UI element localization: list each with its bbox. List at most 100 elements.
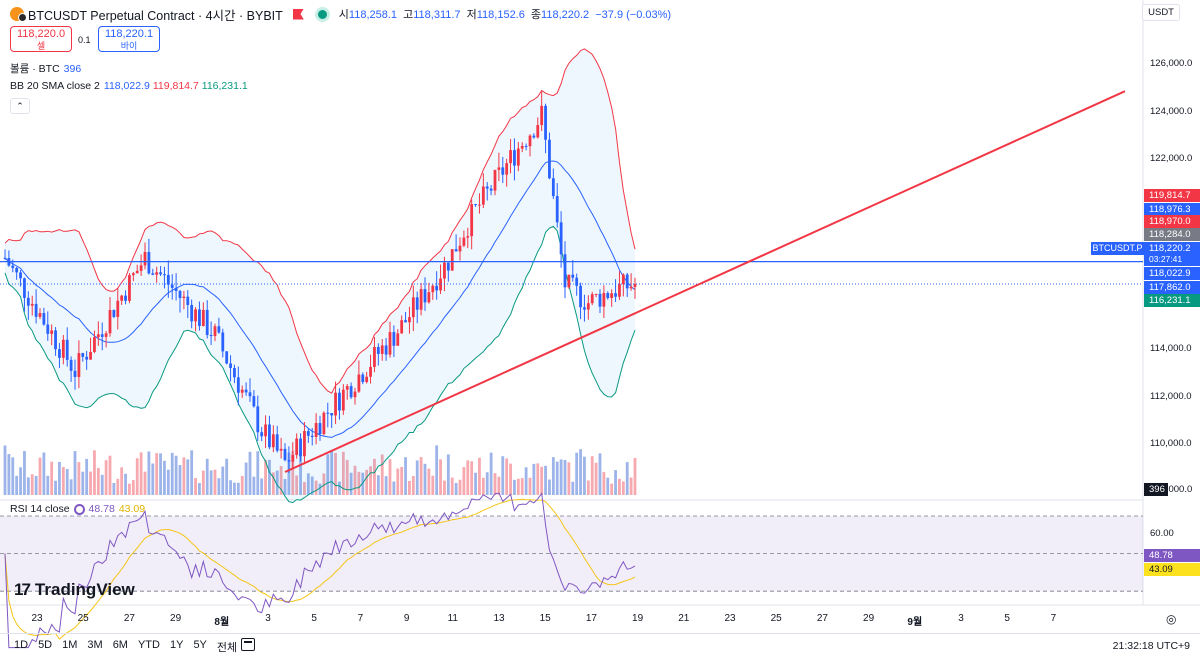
volume-bar	[58, 461, 61, 495]
candle-body	[186, 296, 190, 305]
chart-title[interactable]: BTCUSDT Perpetual Contract · 4시간 · BYBIT	[28, 8, 283, 23]
volume-bar	[555, 461, 559, 495]
bb-legend[interactable]: BB 20 SMA close 2 118,022.9 119,814.7 116,2…	[10, 80, 248, 92]
time-tick: 29	[863, 613, 875, 624]
volume-bar	[396, 468, 400, 495]
range-button-1d[interactable]: 1D	[14, 639, 29, 651]
candle-body	[264, 424, 267, 437]
volume-bar	[303, 481, 306, 495]
time-tick: 7	[1050, 613, 1057, 624]
range-button-전체[interactable]: 전체	[216, 642, 238, 654]
time-tick: 19	[632, 613, 644, 624]
chart-header: BTCUSDT Perpetual Contract · 4시간 · BYBIT…	[10, 5, 671, 23]
volume-bar	[11, 457, 15, 495]
collapse-legend-button[interactable]: ⌃	[10, 98, 30, 114]
price-tag: 118,970.0	[1144, 215, 1200, 228]
sell-button[interactable]: 118,220.0 셀	[10, 26, 72, 52]
volume-bar	[264, 459, 267, 495]
candle-body	[509, 150, 512, 164]
volume-bar	[365, 469, 369, 495]
candle-body	[524, 145, 528, 147]
range-button-3m[interactable]: 3M	[87, 639, 103, 651]
candle-body	[555, 196, 559, 223]
volume-bar	[73, 451, 77, 495]
candle-body	[163, 274, 166, 276]
market-open-icon	[317, 9, 327, 19]
range-button-5y[interactable]: 5Y	[193, 639, 207, 651]
flag-icon[interactable]	[292, 8, 304, 20]
candle-body	[96, 334, 100, 338]
candle-body	[380, 345, 384, 354]
candle-body	[435, 285, 439, 291]
volume-bar	[380, 454, 384, 495]
volume-bar	[583, 456, 586, 495]
volume-bar	[69, 479, 73, 495]
range-selector: 1D 5D 1M 3M 6M YTD 1Y 5Y 전체	[14, 639, 237, 655]
candle-body	[299, 438, 302, 457]
volume-bar	[310, 476, 314, 495]
volume-bar	[248, 451, 252, 495]
rsi-ma-line	[4, 498, 636, 640]
volume-bar	[279, 465, 283, 495]
candle-body	[454, 249, 458, 252]
candle-body	[147, 251, 151, 274]
range-button-6m[interactable]: 6M	[112, 639, 128, 651]
currency-selector[interactable]: USDT	[1142, 4, 1180, 21]
volume-bar	[602, 471, 606, 495]
candle-body	[310, 435, 314, 437]
candle-body	[443, 262, 446, 279]
volume-bar	[361, 472, 365, 495]
candle-body	[392, 332, 396, 346]
range-button-1y[interactable]: 1Y	[169, 639, 184, 651]
candle-body	[586, 303, 590, 310]
settings-gear-icon[interactable]: ◎	[1166, 612, 1177, 626]
volume-bar	[571, 481, 575, 495]
candle-body	[30, 303, 34, 306]
volume-bar	[376, 475, 380, 495]
range-button-1m[interactable]: 1M	[62, 639, 78, 651]
volume-bar	[229, 480, 232, 495]
volume-bar	[128, 483, 131, 495]
clock[interactable]: 21:32:18 UTC+9	[1112, 640, 1190, 652]
tradingview-logo[interactable]: 17 TradingView	[14, 580, 135, 599]
range-button-ytd[interactable]: YTD	[137, 639, 160, 651]
volume-bar	[295, 475, 299, 495]
candle-body	[81, 353, 85, 357]
volume-bar	[524, 467, 528, 495]
volume-bar	[81, 471, 85, 495]
volume-bar	[575, 452, 579, 495]
volume-bar	[618, 478, 621, 495]
volume-bar	[116, 478, 120, 495]
volume-bar	[513, 479, 516, 495]
volume-bar	[466, 460, 470, 495]
candle-body	[73, 370, 77, 377]
candle-body	[256, 406, 260, 433]
candle-body	[252, 396, 256, 407]
volume-bar	[357, 471, 361, 495]
volume-bar	[590, 456, 594, 495]
rsi-legend[interactable]: RSI 14 close 48.78 43.09	[10, 503, 146, 515]
volume-bar	[201, 470, 205, 495]
candle-body	[462, 237, 466, 246]
calendar-icon[interactable]	[241, 638, 255, 651]
time-tick: 5	[1004, 613, 1010, 624]
candle-body	[571, 274, 575, 278]
candle-body	[213, 326, 217, 337]
volume-bar	[353, 465, 357, 495]
candle-body	[93, 337, 96, 352]
volume-bar	[244, 462, 248, 495]
volume-legend[interactable]: 볼륨 · BTC 396	[10, 63, 82, 75]
candle-body	[411, 297, 415, 318]
time-tick: 15	[539, 613, 551, 624]
volume-bar	[174, 455, 178, 495]
candle-body	[497, 167, 501, 170]
time-tick: 27	[816, 613, 828, 624]
range-button-5d[interactable]: 5D	[38, 639, 53, 651]
price-tick: 122,000.0	[1150, 153, 1193, 164]
candle-body	[373, 346, 376, 367]
candle-body	[489, 188, 493, 191]
candle-body	[361, 374, 365, 383]
volume-bar	[551, 457, 555, 495]
buy-button[interactable]: 118,220.1 바이	[98, 26, 160, 52]
